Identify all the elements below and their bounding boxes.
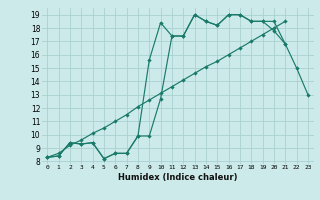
X-axis label: Humidex (Indice chaleur): Humidex (Indice chaleur) [118, 173, 237, 182]
